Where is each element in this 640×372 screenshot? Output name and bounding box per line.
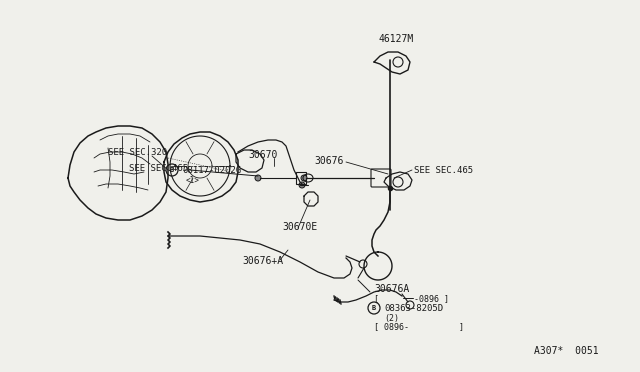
- Bar: [296, 172, 306, 184]
- Circle shape: [301, 175, 307, 181]
- Text: B: B: [170, 167, 174, 173]
- Text: 30670E: 30670E: [282, 222, 317, 232]
- Text: A307*  0051: A307* 0051: [534, 346, 598, 356]
- Text: 08363-8205D: 08363-8205D: [384, 304, 443, 313]
- Circle shape: [299, 182, 305, 188]
- Text: 30676: 30676: [315, 156, 344, 166]
- Text: SEE SEC.465: SEE SEC.465: [414, 166, 473, 175]
- Text: 46127M: 46127M: [378, 34, 413, 44]
- Text: 08117-0202G: 08117-0202G: [182, 166, 241, 175]
- Text: SEE SEC.465: SEE SEC.465: [129, 164, 188, 173]
- Text: B: B: [372, 305, 376, 311]
- Text: SEE SEC.320: SEE SEC.320: [108, 148, 167, 157]
- Text: 30676A: 30676A: [374, 284, 409, 294]
- Text: 30676+A: 30676+A: [242, 256, 283, 266]
- Text: <1>: <1>: [186, 176, 200, 185]
- Circle shape: [255, 175, 261, 181]
- Text: (2): (2): [384, 314, 399, 323]
- Text: [       -0896 ]: [ -0896 ]: [374, 294, 449, 303]
- Text: [ 0896-          ]: [ 0896- ]: [374, 322, 464, 331]
- Text: 30670: 30670: [248, 150, 277, 160]
